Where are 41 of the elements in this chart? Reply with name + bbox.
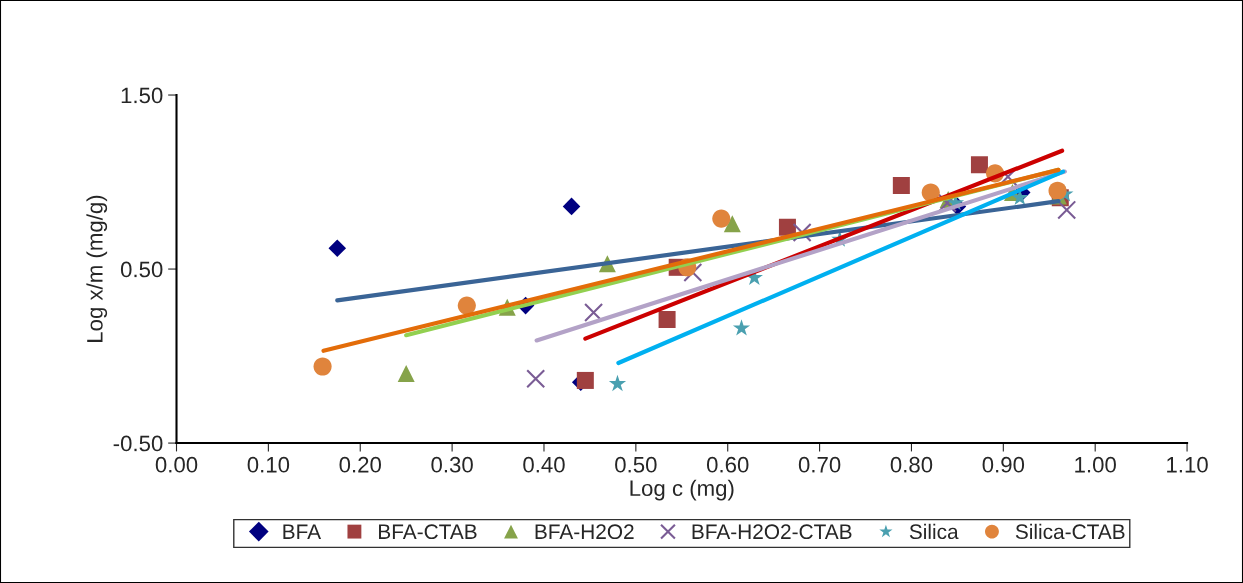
legend-label: Silica-CTAB xyxy=(1015,523,1125,540)
point xyxy=(576,371,594,389)
point xyxy=(457,296,476,315)
x-tick-label: 0.80 xyxy=(890,456,933,473)
x-tick-label: 0.70 xyxy=(798,456,841,473)
x-tick-label: 1.00 xyxy=(1075,456,1116,473)
legend-label: BFA-H2O2-CTAB xyxy=(692,524,852,540)
point xyxy=(892,177,910,195)
point xyxy=(1057,200,1077,220)
point xyxy=(1048,181,1067,200)
legend-label: BFA-H2O2 xyxy=(535,524,634,540)
x-tick-label: 0.00 xyxy=(155,456,198,473)
x-tick-label: 0.90 xyxy=(982,456,1025,473)
x-tick-label: 1.10 xyxy=(1167,456,1208,473)
point xyxy=(584,303,604,323)
point xyxy=(732,319,751,336)
point xyxy=(712,209,731,228)
y-tick-label: 0.50 xyxy=(120,261,163,278)
x-tick-label: 0.50 xyxy=(615,456,657,473)
y-tick-label: 1.50 xyxy=(121,87,163,104)
x-axis-title: Log c (mg) xyxy=(630,479,734,501)
point xyxy=(328,239,347,257)
point xyxy=(970,156,988,174)
legend-label: BFA xyxy=(283,524,322,539)
point xyxy=(526,369,546,389)
point xyxy=(313,357,332,376)
legend-label: Silica xyxy=(909,523,959,540)
y-axis-title: Log x/m (mg/g) xyxy=(86,195,108,342)
point xyxy=(397,364,415,382)
x-tick-label: 0.10 xyxy=(247,456,290,473)
legend-label: BFA-CTAB xyxy=(379,524,477,540)
point xyxy=(562,197,581,216)
x-tick-label: 0.60 xyxy=(706,456,749,473)
point xyxy=(608,374,627,392)
x-tick-label: 0.30 xyxy=(431,456,473,473)
x-tick-label: 0.20 xyxy=(339,456,381,473)
y-tick-label: -0.50 xyxy=(113,435,163,452)
point xyxy=(792,222,812,243)
point xyxy=(723,215,741,233)
point xyxy=(658,311,676,329)
x-tick-label: 0.40 xyxy=(523,456,565,473)
